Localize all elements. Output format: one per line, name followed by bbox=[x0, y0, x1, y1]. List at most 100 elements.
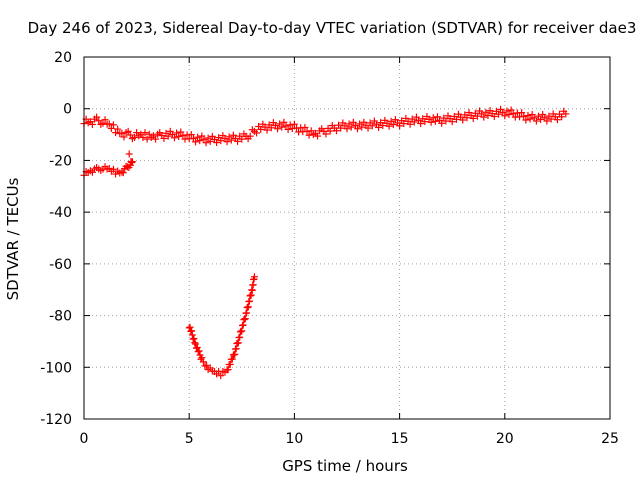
data-point bbox=[553, 116, 561, 124]
data-point bbox=[112, 129, 120, 137]
data-point bbox=[364, 124, 372, 132]
data-point bbox=[379, 122, 387, 130]
data-point bbox=[118, 168, 126, 176]
series-lower-arc bbox=[80, 158, 136, 179]
data-point bbox=[118, 129, 126, 137]
data-point bbox=[196, 137, 204, 145]
data-point bbox=[198, 354, 206, 362]
data-point bbox=[522, 116, 530, 124]
data-point bbox=[520, 112, 528, 120]
data-point bbox=[558, 113, 566, 121]
data-point bbox=[246, 132, 254, 140]
y-tick-label: -40 bbox=[49, 205, 72, 221]
data-point bbox=[452, 115, 460, 123]
data-point bbox=[199, 358, 207, 366]
data-point bbox=[282, 122, 290, 130]
data-point bbox=[152, 135, 160, 143]
data-point bbox=[354, 125, 362, 133]
data-point bbox=[537, 115, 545, 123]
data-point bbox=[128, 158, 136, 166]
data-point bbox=[469, 114, 477, 122]
data-point bbox=[139, 133, 147, 141]
data-point bbox=[375, 123, 383, 131]
data-point bbox=[227, 136, 235, 144]
data-point bbox=[241, 315, 249, 323]
data-point bbox=[314, 132, 322, 140]
data-point bbox=[263, 126, 271, 134]
data-point bbox=[186, 323, 194, 331]
y-tick-label: 0 bbox=[63, 102, 72, 118]
data-point bbox=[421, 118, 429, 126]
data-point bbox=[109, 165, 117, 173]
data-point bbox=[332, 127, 340, 135]
data-point bbox=[130, 133, 138, 141]
plot-frame bbox=[83, 56, 611, 420]
data-point bbox=[239, 321, 247, 329]
data-point bbox=[105, 120, 113, 128]
data-point bbox=[224, 366, 232, 374]
y-tick-label: -60 bbox=[49, 257, 72, 273]
data-point bbox=[503, 107, 511, 115]
data-point bbox=[124, 127, 132, 135]
data-point bbox=[173, 129, 181, 137]
data-point bbox=[524, 112, 532, 120]
data-point bbox=[188, 331, 196, 339]
data-point bbox=[337, 124, 345, 132]
data-point bbox=[234, 339, 242, 347]
data-point bbox=[385, 122, 393, 130]
x-tick-label: 5 bbox=[185, 431, 194, 447]
data-point bbox=[223, 138, 231, 146]
data-point bbox=[236, 333, 244, 341]
data-point bbox=[438, 119, 446, 127]
data-point bbox=[257, 125, 265, 133]
data-point bbox=[429, 114, 437, 122]
data-point bbox=[187, 131, 195, 139]
data-point bbox=[305, 131, 313, 139]
data-point bbox=[217, 137, 225, 145]
y-tick-label: -20 bbox=[49, 153, 72, 169]
data-point bbox=[238, 135, 246, 143]
data-point bbox=[427, 118, 435, 126]
x-tick-label: 20 bbox=[496, 431, 514, 447]
data-point bbox=[187, 327, 195, 335]
data-point bbox=[280, 118, 288, 126]
data-point bbox=[480, 113, 488, 121]
data-point bbox=[228, 355, 236, 363]
data-point bbox=[326, 127, 334, 135]
series-outlier bbox=[125, 150, 133, 158]
y-axis-label: SDTVAR / TECUs bbox=[4, 177, 22, 300]
data-point bbox=[217, 372, 225, 380]
y-tick-label: -80 bbox=[49, 309, 72, 325]
data-point bbox=[286, 121, 294, 129]
data-point bbox=[473, 112, 481, 120]
data-point bbox=[234, 137, 242, 145]
data-point bbox=[93, 113, 101, 121]
series-main-band bbox=[80, 105, 570, 147]
chart-title: Day 246 of 2023, Sidereal Day-to-day VTE… bbox=[28, 19, 637, 37]
data-point bbox=[190, 335, 198, 343]
data-point bbox=[507, 106, 515, 114]
data-point bbox=[509, 110, 517, 118]
data-point bbox=[109, 121, 117, 129]
data-point bbox=[250, 273, 258, 281]
data-point bbox=[175, 133, 183, 141]
data-point bbox=[448, 118, 456, 126]
x-tick-label: 0 bbox=[80, 431, 89, 447]
data-point bbox=[396, 122, 404, 130]
data-point bbox=[284, 125, 292, 133]
data-point bbox=[543, 117, 551, 125]
data-point bbox=[494, 110, 502, 118]
data-point bbox=[484, 112, 492, 120]
data-point bbox=[368, 122, 376, 130]
data-point bbox=[164, 132, 172, 140]
data-point bbox=[141, 129, 149, 137]
data-point bbox=[501, 112, 509, 120]
data-point bbox=[201, 362, 209, 370]
data-point bbox=[188, 327, 196, 335]
data-point bbox=[226, 360, 234, 368]
data-points bbox=[80, 105, 570, 380]
data-point bbox=[206, 137, 214, 145]
data-point bbox=[189, 335, 197, 343]
data-point bbox=[442, 117, 450, 125]
